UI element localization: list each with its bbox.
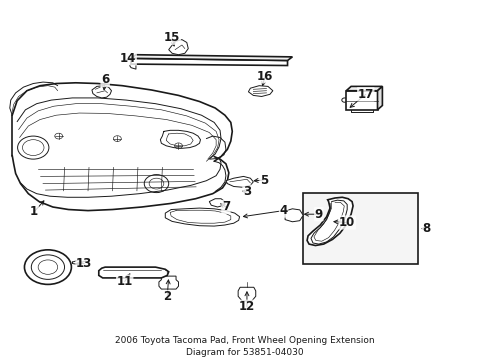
- Text: 6: 6: [101, 73, 109, 86]
- Text: 14: 14: [120, 52, 136, 65]
- Text: 13: 13: [76, 257, 92, 270]
- Polygon shape: [377, 86, 382, 110]
- Text: 1: 1: [30, 205, 38, 218]
- Polygon shape: [285, 209, 303, 222]
- Polygon shape: [131, 58, 287, 66]
- Text: 7: 7: [222, 201, 229, 213]
- Text: 12: 12: [238, 300, 255, 313]
- Text: 2006 Toyota Tacoma Pad, Front Wheel Opening Extension
Diagram for 53851-04030: 2006 Toyota Tacoma Pad, Front Wheel Open…: [115, 336, 373, 357]
- Text: 5: 5: [260, 174, 267, 186]
- Text: 8: 8: [422, 222, 429, 235]
- Text: 10: 10: [338, 216, 355, 229]
- Polygon shape: [168, 40, 188, 55]
- Polygon shape: [306, 197, 352, 246]
- Bar: [303, 193, 417, 264]
- Polygon shape: [159, 276, 178, 289]
- Text: 11: 11: [116, 275, 133, 288]
- Polygon shape: [225, 176, 253, 187]
- Circle shape: [166, 281, 170, 284]
- Polygon shape: [238, 287, 255, 301]
- Polygon shape: [248, 86, 272, 96]
- Text: 4: 4: [279, 204, 287, 217]
- Polygon shape: [209, 199, 224, 207]
- Polygon shape: [346, 91, 377, 110]
- Text: 15: 15: [163, 31, 180, 44]
- Text: 9: 9: [314, 208, 322, 221]
- Polygon shape: [346, 86, 382, 91]
- Polygon shape: [131, 55, 292, 60]
- Text: 2: 2: [163, 291, 171, 303]
- Text: 3: 3: [243, 185, 250, 198]
- Text: 16: 16: [256, 70, 273, 83]
- Polygon shape: [99, 267, 168, 278]
- Text: 17: 17: [357, 88, 373, 101]
- Polygon shape: [92, 86, 111, 98]
- Polygon shape: [165, 208, 239, 226]
